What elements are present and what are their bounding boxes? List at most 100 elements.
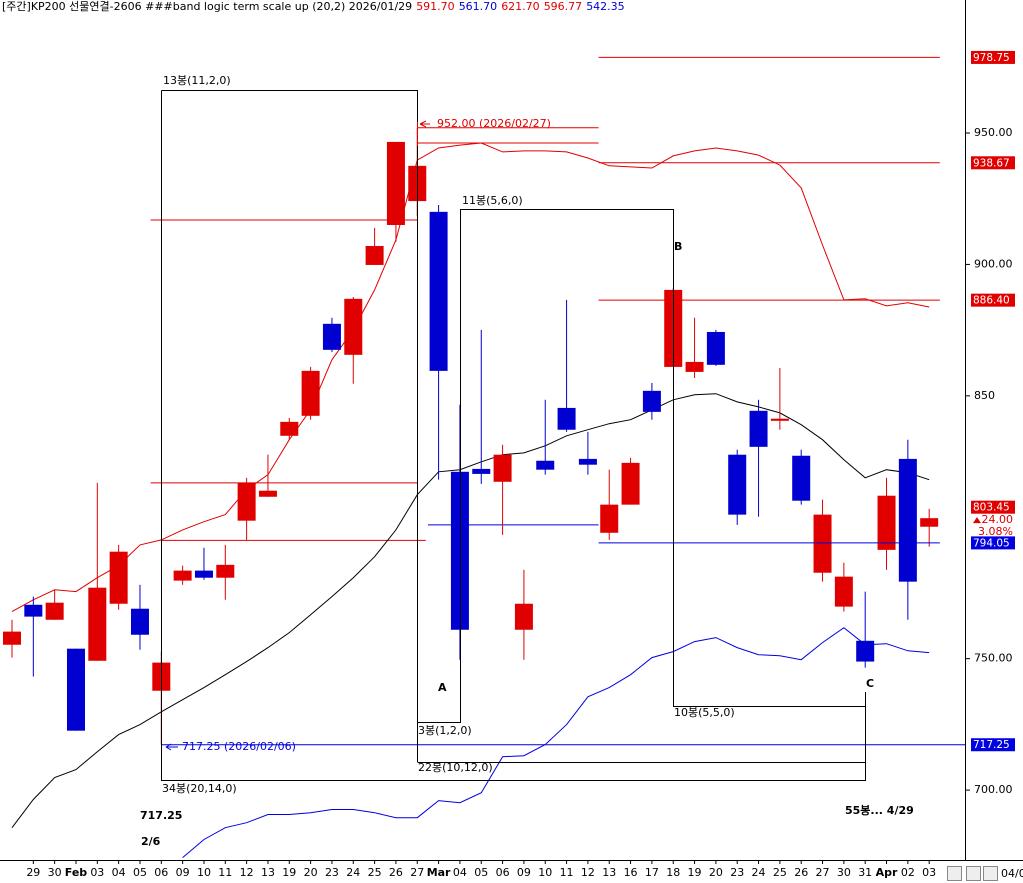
- y-tick-label: 950.00: [974, 126, 1013, 139]
- header-value: 621.70: [501, 0, 540, 13]
- level-label-box: [971, 293, 1015, 307]
- candle-body: [920, 518, 939, 527]
- x-tick-label: 23: [730, 866, 744, 879]
- candle-body: [109, 551, 128, 604]
- candle-body: [770, 418, 789, 421]
- x-tick-label: 04: [453, 866, 467, 879]
- candle-body: [173, 570, 192, 581]
- x-tick-label: 23: [325, 866, 339, 879]
- x-tick-label: 31: [858, 866, 872, 879]
- price-change: 24.00: [982, 513, 1014, 526]
- price-change-pct: 3.08%: [978, 525, 1013, 538]
- header-value: 561.70: [459, 0, 498, 13]
- candle-body: [365, 246, 384, 265]
- level-label-box: [971, 50, 1015, 64]
- last-price: 803.45: [973, 502, 1010, 514]
- x-tick-label: 12: [581, 866, 595, 879]
- level-label: 978.75: [973, 52, 1010, 64]
- candle-body: [301, 370, 320, 416]
- x-tick-label: 17: [645, 866, 659, 879]
- x-tick-label: 19: [282, 866, 296, 879]
- change-arrow: [973, 517, 981, 524]
- x-tick-label: 24: [752, 866, 766, 879]
- candle-body: [792, 455, 811, 501]
- candle-body: [600, 504, 619, 533]
- candle-body: [877, 495, 896, 550]
- annotation: C: [866, 677, 874, 690]
- low-arrow: [165, 743, 178, 751]
- annotation: 717.25: [140, 809, 182, 822]
- x-tick-label: 25: [368, 866, 382, 879]
- high-arrow: [417, 120, 430, 146]
- level-label-box: [971, 536, 1015, 550]
- x-tick-label: 13: [602, 866, 616, 879]
- x-tick-label: 20: [304, 866, 318, 879]
- x-tick-label: Apr: [876, 866, 898, 879]
- candle-body: [621, 462, 640, 505]
- last-price-box: [971, 500, 1015, 514]
- end-date: 04/03: [1001, 867, 1023, 880]
- candle-body: [24, 604, 43, 617]
- x-tick-label: 06: [154, 866, 168, 879]
- header-value: 596.77: [544, 0, 583, 13]
- y-tick-label: 850: [974, 389, 995, 402]
- x-tick-label: 11: [560, 866, 574, 879]
- y-tick-label: 700.00: [974, 783, 1013, 796]
- x-tick-label: 02: [901, 866, 915, 879]
- x-tick-label: 29: [26, 866, 40, 879]
- x-tick-label: 20: [709, 866, 723, 879]
- y-tick-label: 900.00: [974, 257, 1013, 270]
- annotation: 952.00 (2026/02/27): [437, 117, 551, 130]
- candle-body: [685, 361, 704, 372]
- header: [주간]KP200 선물연결-2606 ###band logic term s…: [2, 0, 625, 13]
- x-tick-label: 11: [218, 866, 232, 879]
- candle-body: [450, 471, 469, 630]
- chart-title: [주간]KP200 선물연결-2606 ###band logic term s…: [2, 0, 412, 13]
- x-tick-label: 30: [837, 866, 851, 879]
- annotation: 22봉(10,12,0): [418, 761, 493, 774]
- x-tick-label: 18: [666, 866, 680, 879]
- x-tick-label: 09: [517, 866, 531, 879]
- count-brackets: [161, 90, 866, 781]
- candle-body: [2, 631, 21, 645]
- x-tick-label: 03: [90, 866, 104, 879]
- annotation: 3봉(1,2,0): [418, 724, 472, 737]
- annotation: 717.25 (2026/02/06): [182, 740, 296, 753]
- annotation: 34봉(20,14,0): [162, 782, 237, 795]
- level-label-box: [971, 738, 1015, 752]
- level-label: 794.05: [973, 537, 1010, 549]
- candle-body: [706, 331, 725, 365]
- candle-body: [66, 648, 85, 731]
- x-tick-label: 24: [346, 866, 360, 879]
- candle-body: [834, 576, 853, 607]
- candle-body: [429, 211, 448, 371]
- candle-body: [386, 141, 405, 225]
- x-tick-label: 26: [389, 866, 403, 879]
- candle-body: [642, 390, 661, 412]
- candle-body: [258, 490, 277, 497]
- x-tick-label: 27: [816, 866, 830, 879]
- annotation: 2/6: [141, 835, 161, 848]
- candle-body: [493, 454, 512, 482]
- x-tick-label: Feb: [65, 866, 88, 879]
- annotation: 11봉(5,6,0): [462, 194, 523, 207]
- x-tick-label: 30: [48, 866, 62, 879]
- candle-body: [280, 421, 299, 436]
- x-tick-label: 19: [688, 866, 702, 879]
- candle-body: [557, 407, 576, 430]
- annotation: A: [438, 681, 447, 694]
- indicator-line: [11, 142, 930, 613]
- tool-icon[interactable]: [947, 866, 962, 881]
- candle-body: [578, 458, 597, 465]
- tool-icon[interactable]: [966, 866, 981, 881]
- x-tick-label: 03: [922, 866, 936, 879]
- annotation: 10봉(5,5,0): [674, 706, 735, 719]
- candle-body: [322, 323, 341, 350]
- candle-body: [856, 640, 875, 662]
- candle-body: [130, 608, 149, 635]
- zoom-icon[interactable]: [983, 866, 998, 881]
- candle-body: [898, 458, 917, 582]
- candle-body: [514, 603, 533, 630]
